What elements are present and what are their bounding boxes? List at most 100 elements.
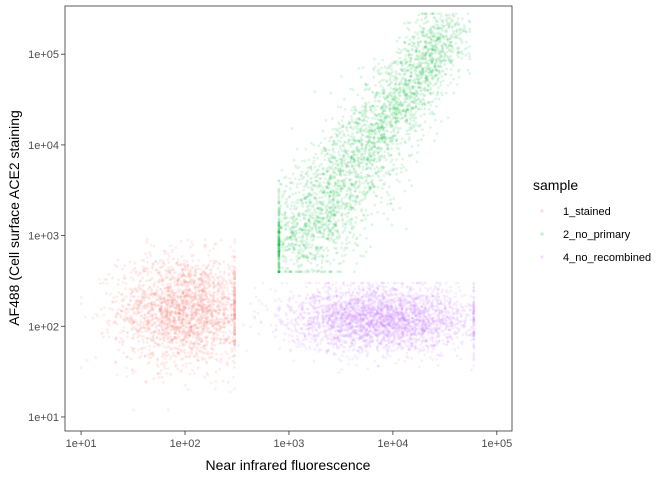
data-point (171, 274, 175, 278)
data-point (441, 29, 444, 32)
data-point (137, 333, 141, 337)
data-point (364, 87, 368, 90)
data-point (462, 28, 466, 32)
data-point (190, 295, 194, 299)
data-point (391, 106, 395, 110)
data-point (197, 297, 201, 300)
data-point (449, 54, 453, 58)
data-point (172, 291, 176, 295)
data-point (411, 48, 415, 52)
data-point (122, 305, 125, 309)
data-point (225, 316, 229, 319)
data-point (417, 85, 420, 89)
data-point (150, 339, 154, 342)
data-point (353, 164, 357, 168)
data-point (202, 279, 206, 283)
data-point (190, 352, 194, 356)
data-point (190, 313, 193, 317)
data-point (423, 27, 426, 31)
data-point (145, 315, 149, 319)
data-point (233, 293, 237, 296)
data-point (369, 167, 373, 171)
data-point (123, 264, 126, 268)
data-point (233, 314, 237, 317)
data-point (217, 279, 221, 283)
data-point (308, 198, 311, 202)
data-point (325, 181, 329, 184)
data-point (316, 156, 319, 160)
data-point (142, 325, 145, 329)
data-point (233, 303, 237, 306)
data-point (133, 295, 136, 298)
data-point (160, 310, 163, 313)
data-point (363, 197, 367, 201)
data-point (161, 328, 165, 331)
data-point (200, 322, 204, 325)
data-point (426, 19, 430, 23)
data-point (212, 338, 216, 342)
data-point (177, 335, 181, 339)
data-point (217, 300, 221, 304)
data-point (199, 279, 203, 283)
data-point (156, 342, 159, 346)
data-point (451, 64, 455, 68)
data-point (168, 331, 171, 335)
data-point (200, 350, 204, 354)
data-point (417, 98, 421, 101)
data-point (417, 102, 421, 105)
data-point (306, 223, 310, 227)
data-point (142, 317, 146, 320)
data-point (124, 318, 128, 322)
data-point (360, 147, 364, 150)
data-point (157, 297, 161, 300)
data-point (204, 320, 207, 324)
data-point (183, 308, 186, 311)
data-point (226, 308, 230, 312)
data-point (339, 270, 343, 274)
data-point (212, 339, 216, 342)
data-point (370, 223, 374, 227)
data-point (457, 50, 461, 54)
data-point (176, 284, 180, 288)
data-point (129, 314, 132, 318)
data-point (370, 123, 374, 126)
data-point (328, 262, 332, 265)
data-point (174, 321, 178, 325)
data-point (79, 366, 83, 370)
data-point (203, 306, 207, 309)
data-point (351, 156, 354, 160)
data-point (299, 255, 303, 259)
data-point (138, 280, 142, 283)
data-point (382, 132, 386, 136)
data-point (322, 227, 326, 231)
data-point (193, 293, 196, 296)
data-point (186, 263, 190, 267)
data-point (154, 260, 157, 264)
data-point (303, 159, 307, 163)
data-point (168, 340, 172, 344)
data-point (289, 258, 293, 262)
data-point (167, 254, 171, 258)
data-point (233, 265, 237, 269)
data-point (355, 262, 359, 265)
data-point (219, 337, 223, 340)
data-point (186, 313, 189, 317)
data-point (341, 115, 345, 119)
data-point (169, 312, 172, 316)
data-point (131, 372, 135, 375)
data-point (451, 29, 455, 33)
data-point (431, 56, 434, 60)
data-point (436, 90, 440, 94)
data-point (304, 147, 308, 151)
data-point (224, 296, 227, 299)
data-point (183, 331, 187, 334)
data-point (154, 305, 158, 308)
data-point (203, 294, 207, 297)
data-point (296, 201, 300, 205)
data-point (120, 309, 123, 313)
data-point (337, 236, 341, 240)
data-point (144, 319, 148, 323)
data-point (344, 226, 347, 230)
data-point (170, 251, 174, 255)
data-point (353, 138, 357, 142)
